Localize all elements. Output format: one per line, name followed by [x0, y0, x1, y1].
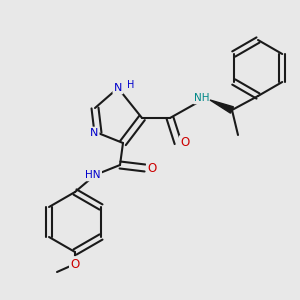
Text: O: O [180, 136, 190, 149]
Text: O: O [147, 161, 157, 175]
Polygon shape [210, 100, 233, 113]
Text: N: N [90, 128, 98, 138]
Text: H: H [127, 80, 134, 90]
Text: N: N [114, 83, 122, 93]
Text: O: O [70, 257, 80, 271]
Text: HN: HN [85, 170, 101, 180]
Text: NH: NH [194, 93, 210, 103]
